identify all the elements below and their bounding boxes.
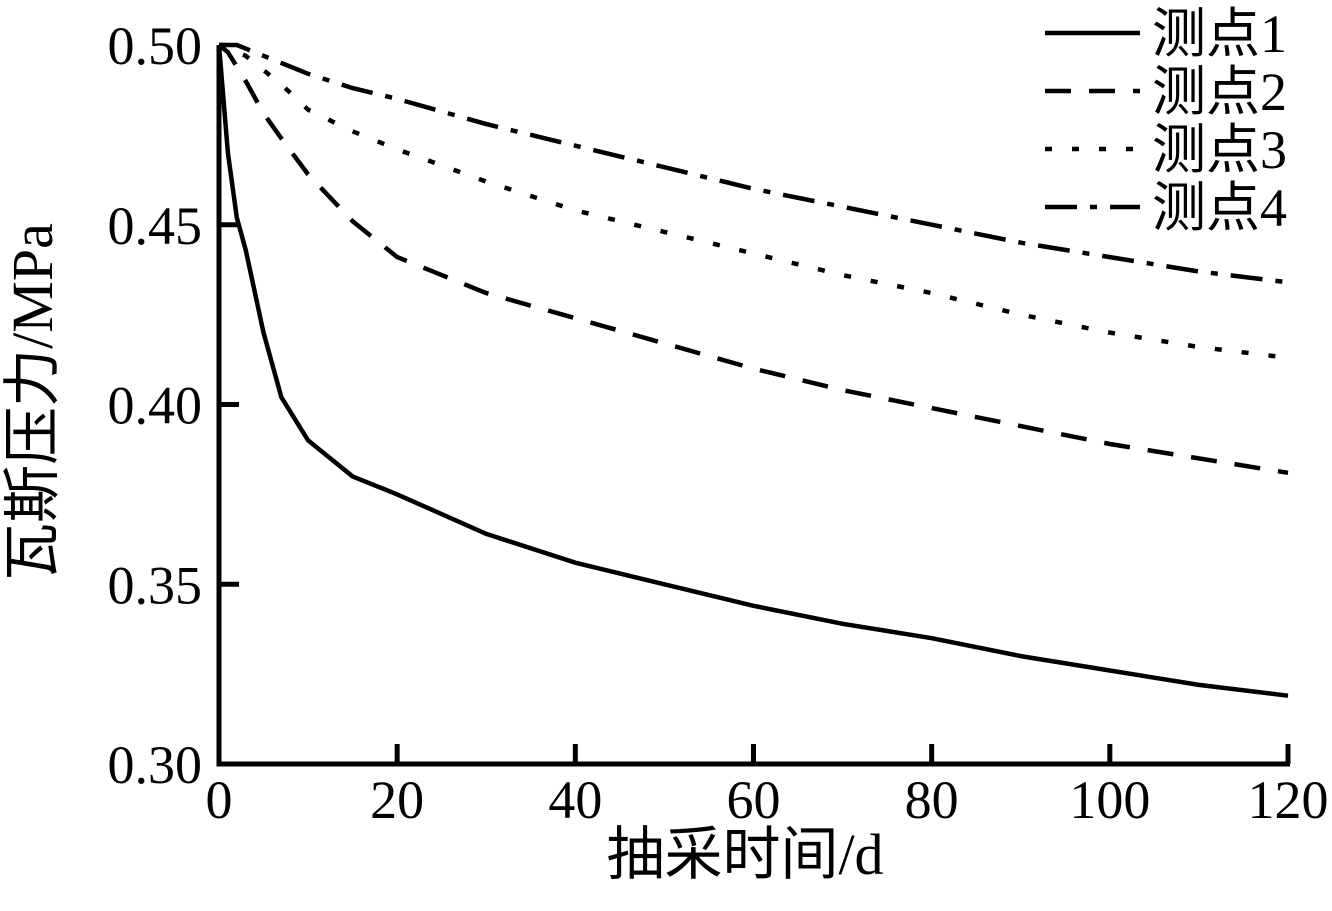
y-tick-label: 0.50 xyxy=(108,16,203,76)
x-tick-label: 20 xyxy=(370,770,424,830)
curve-series-2 xyxy=(217,43,1289,476)
curve-series-1 xyxy=(216,44,1289,698)
y-tick-label: 0.35 xyxy=(108,555,203,615)
x-tick-label: 0 xyxy=(206,770,233,830)
axes xyxy=(216,45,1290,767)
x-tick-label: 100 xyxy=(1069,770,1150,830)
y-axis-title: 瓦斯压力/MPa xyxy=(0,223,65,581)
axis-spines xyxy=(216,45,1290,767)
x-tick-label: 40 xyxy=(548,770,602,830)
legend-label-1: 测点1 xyxy=(1152,4,1287,64)
x-axis-title: 抽采时间/d xyxy=(606,822,883,887)
x-tick-label: 80 xyxy=(905,770,959,830)
legend-label-4: 测点4 xyxy=(1152,178,1287,238)
tick-marks xyxy=(219,222,1291,764)
x-tick-label: 120 xyxy=(1248,770,1329,830)
curve-series-3 xyxy=(219,42,1289,361)
curve-series-4 xyxy=(219,42,1289,285)
y-tick-label: 0.30 xyxy=(108,735,203,795)
y-tick-label: 0.45 xyxy=(108,196,203,256)
legend-label-2: 测点2 xyxy=(1152,62,1287,122)
tick-labels: 0 20 40 60 80 100 120 0.30 0.35 0.40 0.45 0.50 xyxy=(108,16,1329,830)
y-tick-label: 0.40 xyxy=(108,376,203,436)
legend-label-3: 测点3 xyxy=(1152,120,1287,180)
curves xyxy=(216,42,1289,698)
x-tick-label: 60 xyxy=(727,770,781,830)
